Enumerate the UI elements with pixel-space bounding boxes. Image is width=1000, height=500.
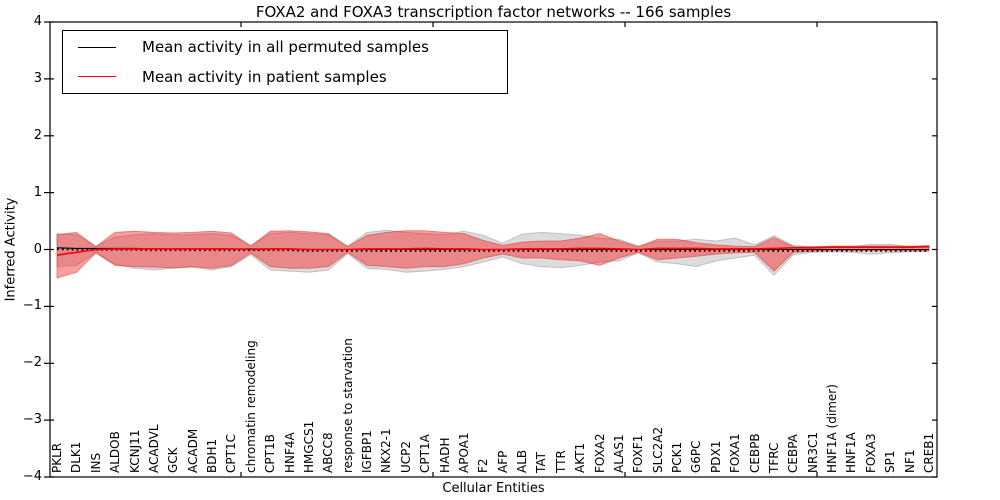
x-tick-label: AKT1	[573, 442, 588, 473]
x-tick-label: ACADM	[185, 428, 200, 473]
x-tick-label: CPT1C	[224, 434, 239, 473]
x-tick-label: TTR	[553, 450, 568, 473]
y-tick-label: 2	[33, 127, 42, 143]
x-tick-label: SP1	[883, 450, 898, 474]
y-tick-label: 1	[33, 184, 42, 200]
x-tick-label: UCP2	[398, 440, 413, 473]
x-tick-label: CPT1B	[263, 434, 278, 473]
x-tick-label: ALB	[515, 449, 530, 473]
x-tick-label: ABCC8	[321, 432, 336, 473]
legend: Mean activity in all permuted samples Me…	[62, 30, 508, 94]
x-tick-label: TFRC	[766, 442, 781, 473]
x-tick-label: F2	[476, 458, 491, 473]
y-tick-label: −1	[22, 298, 42, 314]
x-tick-label: IGFBP1	[360, 430, 375, 473]
legend-label-patient: Mean activity in patient samples	[142, 67, 387, 86]
x-tick-label: ALDOB	[108, 431, 123, 473]
x-tick-label: FOXA1	[728, 433, 743, 473]
x-tick-label: KCNJ11	[127, 429, 142, 473]
x-tick-label: CREB1	[922, 432, 936, 473]
x-tick-label: DLK1	[69, 441, 84, 473]
x-tick-label: HNF1A (dimer)	[825, 384, 840, 473]
x-tick-label: HNF1A	[844, 432, 859, 473]
x-tick-label: FOXA2	[592, 433, 607, 473]
y-tick-label: 4	[33, 14, 42, 29]
x-tick-label: FOXF1	[631, 434, 646, 473]
x-tick-label: HNF4A	[282, 432, 297, 473]
x-tick-label: AFP	[495, 450, 510, 473]
x-tick-label: APOA1	[456, 432, 471, 473]
x-tick-label: FOXA3	[863, 433, 878, 473]
x-tick-label: NF1	[902, 449, 917, 473]
x-tick-label: CPT1A	[418, 434, 433, 473]
x-tick-label: HMGCS1	[301, 420, 316, 473]
legend-entry-patient: Mean activity in patient samples	[63, 64, 507, 90]
x-tick-label: PCK1	[670, 441, 685, 473]
x-tick-label: GCK	[166, 447, 181, 473]
x-tick-label: SLC2A2	[650, 426, 665, 473]
y-tick-label: −4	[22, 469, 42, 484]
legend-label-permuted: Mean activity in all permuted samples	[142, 38, 429, 57]
x-tick-label: PKLR	[50, 442, 64, 473]
y-tick-label: 3	[33, 70, 42, 86]
x-tick-label: BDH1	[205, 438, 220, 473]
x-tick-label: NR3C1	[805, 432, 820, 473]
patient-line-swatch	[78, 76, 116, 78]
x-tick-label: INS	[88, 452, 103, 473]
x-axis-label: Cellular Entities	[442, 481, 545, 496]
x-tick-label: TAT	[534, 451, 549, 473]
x-tick-label: response to starvation	[340, 338, 355, 473]
x-tick-label: CEBPB	[747, 433, 762, 473]
permuted-line-swatch	[78, 46, 116, 48]
y-tick-label: −3	[22, 412, 42, 428]
x-tick-label: CEBPA	[786, 434, 801, 473]
x-tick-label: PDX1	[708, 440, 723, 473]
x-tick-label: ALAS1	[611, 434, 626, 473]
chart-title: FOXA2 and FOXA3 transcription factor net…	[255, 3, 732, 21]
x-tick-label: ACADVL	[146, 424, 161, 473]
x-tick-label: HADH	[437, 437, 452, 474]
legend-entry-permuted: Mean activity in all permuted samples	[63, 34, 507, 60]
x-tick-label: G6PC	[689, 440, 704, 473]
x-tick-label: NKX2-1	[379, 428, 394, 473]
y-tick-label: 0	[33, 241, 42, 257]
y-tick-label: −2	[22, 355, 42, 371]
x-tick-label: chromatin remodeling	[243, 340, 258, 473]
